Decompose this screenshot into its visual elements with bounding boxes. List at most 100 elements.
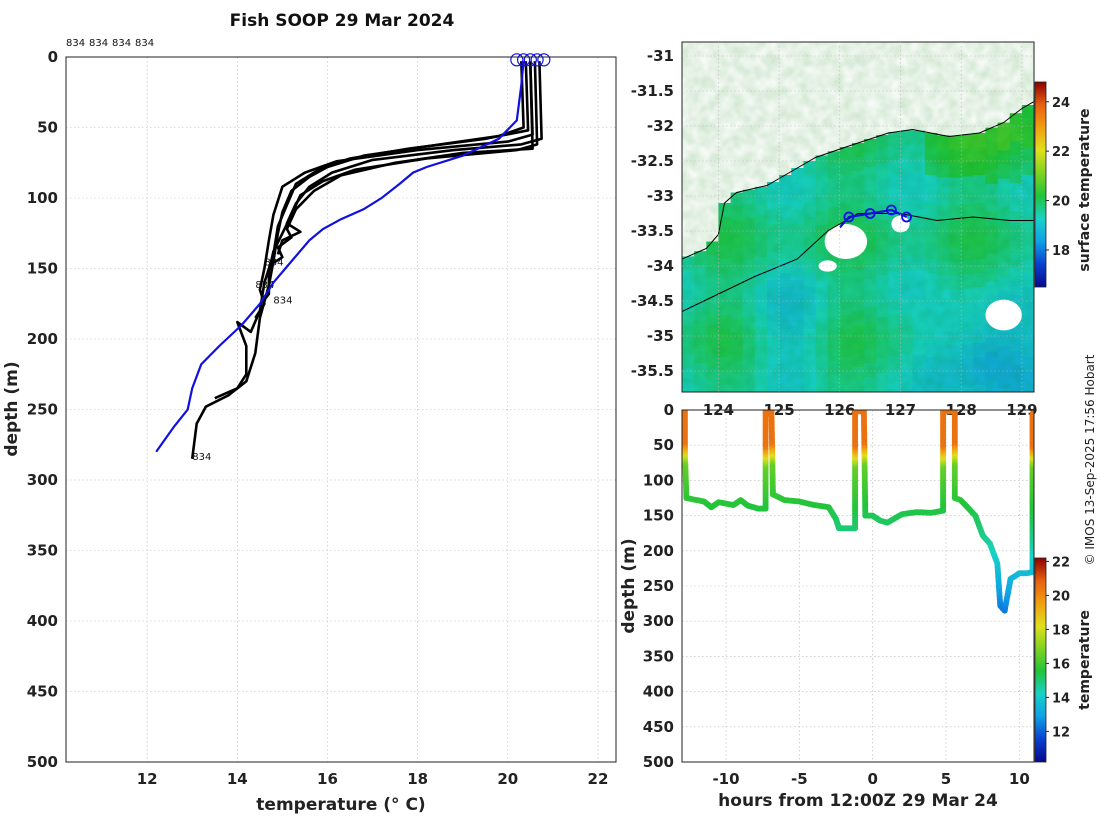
map-lat-tick-label: -31.5 — [631, 82, 674, 100]
shelf-edge-contour — [682, 213, 1034, 312]
section-axes-box — [681, 409, 1035, 763]
y-tick-label: 500 — [27, 753, 58, 771]
sst-colorbar-tick-label: 18 — [1052, 244, 1070, 259]
section-x-tick-label: -10 — [712, 770, 739, 788]
cloud-gap — [891, 215, 910, 233]
map-plot-area — [682, 42, 1034, 392]
temperature-colorbar-ticks: 12 14 16 18 20 22 — [1046, 555, 1070, 740]
surface-marker-icon — [510, 53, 524, 67]
y-tick-label: 0 — [48, 48, 58, 66]
y-tick-label: 250 — [27, 401, 58, 419]
x-tick-label: 16 — [317, 770, 338, 788]
x-tick-label: 22 — [588, 770, 609, 788]
temperature-colorbar-tick-label: 22 — [1052, 555, 1070, 570]
profile-line — [214, 61, 530, 400]
temperature-colorbar-tick-label: 14 — [1052, 691, 1070, 706]
sst-colorbar-tick-label: 22 — [1052, 145, 1070, 160]
section-y-tick-label: 0 — [664, 401, 674, 419]
coastline — [682, 101, 1034, 260]
cloud-gap — [818, 260, 837, 272]
map-axes-box — [681, 41, 1035, 393]
profile-line — [276, 61, 543, 255]
cloud-gap — [985, 299, 1022, 331]
y-tick-label: 100 — [27, 189, 58, 207]
section-y-tick-label: 200 — [643, 542, 674, 560]
map-lat-tick-label: -32.5 — [631, 152, 674, 170]
profile-id-label: 834 — [112, 38, 131, 49]
temperature-colorbar-tick-label: 18 — [1052, 623, 1070, 638]
climatology-line — [155, 61, 525, 453]
profile-end-label: 834 — [192, 452, 211, 463]
x-axis-label: temperature (° C) — [256, 795, 425, 815]
profile-grid — [66, 56, 616, 763]
section-panel: -10 -5 0 5 10050100150200250300350400450500 … — [619, 401, 1093, 811]
section-sample-dot — [1029, 410, 1034, 417]
imos-watermark: © IMOS 13-Sep-2025 17:56 Hobart — [1083, 354, 1097, 565]
map-lat-tick-label: -32 — [647, 117, 674, 135]
section-x-tick-label: 0 — [867, 770, 877, 788]
track-marker-icon — [843, 211, 855, 223]
sst-field — [682, 42, 1034, 392]
section-y-tick-label: 250 — [643, 577, 674, 595]
surface-marker-icon — [537, 53, 551, 67]
temperature-colorbar-tick-label: 16 — [1052, 657, 1070, 672]
section-y-tick-label: 50 — [653, 436, 674, 454]
x-tick-label: 18 — [407, 770, 428, 788]
sst-colorbar-ticks: 18 20 22 24 — [1046, 96, 1070, 259]
section-y-tick-label: 500 — [643, 753, 674, 771]
cloud-gap — [824, 224, 868, 259]
y-tick-label: 300 — [27, 471, 58, 489]
map-lat-tick-label: -34.5 — [631, 292, 674, 310]
temperature-colorbar-label: temperature — [1077, 610, 1093, 710]
sst-colorbar-tick-label: 20 — [1052, 195, 1070, 210]
sst-texture — [682, 42, 1034, 392]
section-dots — [682, 410, 1034, 614]
chart-title: Fish SOOP 29 Mar 2024 — [230, 11, 455, 31]
map-lat-tick-label: -35 — [647, 327, 674, 345]
surface-marker-icon — [523, 53, 537, 67]
top-labels: 834 834 834 834 — [66, 38, 154, 49]
track-marker-icon — [885, 204, 897, 216]
y-axis-label: depth (m) — [2, 361, 22, 456]
profile-line — [268, 63, 534, 267]
section-x-tick-label: 5 — [941, 770, 951, 788]
x-tick-label: 12 — [137, 770, 158, 788]
section-y-tick-label: 450 — [643, 718, 674, 736]
sst-colorbar-label: surface temperature — [1077, 108, 1093, 271]
map-panel: -31 -31.5 -32 -32.5 -33 -33.5 -34 -34.5 -35 -35.5… — [631, 41, 1093, 419]
temperature-colorbar — [1034, 557, 1047, 763]
map-lat-tick-label: -33 — [647, 187, 674, 205]
y-tick-label: 350 — [27, 542, 58, 560]
track-marker-icon — [864, 208, 876, 219]
x-tick-label: 14 — [227, 770, 248, 788]
section-y-tick-label: 400 — [643, 683, 674, 701]
section-y-tick-label: 350 — [643, 647, 674, 665]
map-lines — [682, 101, 1034, 312]
profile-line — [254, 61, 534, 319]
profile-id-label: 834 — [135, 38, 154, 49]
profile-id-label: 834 — [66, 38, 85, 49]
surface-marker-icon — [530, 53, 544, 67]
y-tick-label: 400 — [27, 612, 58, 630]
y-tick-label: 150 — [27, 260, 58, 278]
sst-cell — [864, 391, 877, 392]
section-y-axis-label: depth (m) — [619, 538, 639, 633]
profile-id-label: 834 — [89, 38, 108, 49]
section-x-tick-label: 10 — [1009, 770, 1030, 788]
y-tick-label: 50 — [37, 119, 58, 137]
map-lat-tick-label: -35.5 — [631, 362, 674, 380]
profile-end-label: 834 — [255, 280, 274, 291]
y-tick-label: 200 — [27, 330, 58, 348]
section-x-axis-label: hours from 12:00Z 29 Mar 24 — [718, 791, 998, 811]
temperature-colorbar-tick-label: 20 — [1052, 589, 1070, 604]
map-lat-tick-label: -34 — [647, 257, 674, 275]
x-tick-label: 20 — [497, 770, 518, 788]
map-lat-tick-label: -31 — [647, 47, 674, 65]
map-lat-tick-label: -33.5 — [631, 222, 674, 240]
profile-panel: Fish SOOP 29 Mar 2024 834 834 834 834 83483… — [2, 11, 617, 815]
section-y-tick-label: 100 — [643, 471, 674, 489]
profile-ticks: 12 14 16 18 20 22 0 50 100 150 200 250 300 350 400 450 5… — [27, 48, 609, 788]
